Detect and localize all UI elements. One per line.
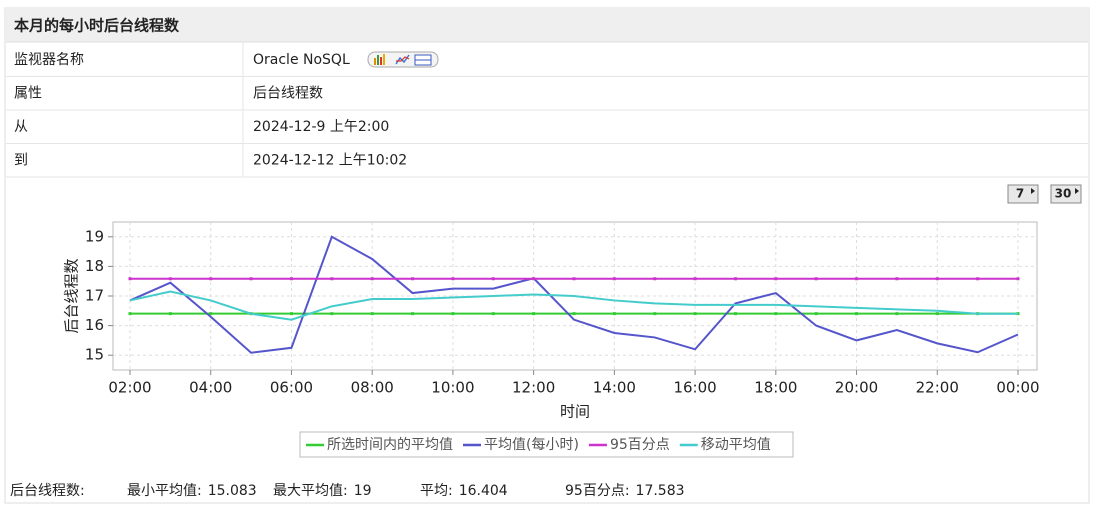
row-label: 到: [14, 153, 28, 169]
point-marker: [774, 277, 778, 281]
legend-label: 移动平均值: [701, 437, 771, 453]
point-marker: [491, 277, 495, 281]
row-value: 2024-12-12 上午10:02: [253, 153, 407, 169]
point-marker: [653, 277, 657, 281]
x-tick-label: 04:00: [189, 379, 232, 397]
legend-box: [299, 431, 794, 458]
row-label: 从: [14, 119, 28, 135]
point-marker: [370, 312, 374, 316]
point-marker: [532, 277, 536, 281]
point-marker: [612, 312, 616, 316]
point-marker: [895, 312, 899, 316]
x-tick-label: 08:00: [351, 379, 394, 397]
button-30[interactable]: [1050, 184, 1082, 204]
series-line: [129, 290, 1018, 321]
point-marker: [168, 312, 172, 316]
point-marker: [330, 312, 334, 316]
point-marker: [814, 277, 818, 281]
point-marker: [572, 312, 576, 316]
point-marker: [774, 312, 778, 316]
point-marker: [935, 277, 939, 281]
point-marker: [209, 277, 213, 281]
point-marker: [411, 277, 415, 281]
stat-label: 最大平均值:: [273, 483, 348, 499]
point-marker: [693, 312, 697, 316]
point-marker: [128, 277, 132, 281]
legend-label: 平均值(每小时): [484, 437, 579, 453]
stat-value: 15.083: [208, 483, 257, 499]
button-label[interactable]: 7: [1016, 187, 1024, 201]
point-marker: [249, 277, 253, 281]
y-axis-label: 后台线程数: [63, 258, 81, 333]
point-marker: [168, 277, 172, 281]
y-tick-label: 17: [85, 287, 104, 305]
point-marker: [733, 277, 737, 281]
x-tick-label: 14:00: [593, 379, 636, 397]
point-marker: [370, 277, 374, 281]
point-marker: [572, 277, 576, 281]
point-marker: [693, 277, 697, 281]
point-marker: [289, 312, 293, 316]
header-bar: [6, 9, 1088, 42]
button-7[interactable]: [1007, 184, 1039, 204]
point-marker: [612, 277, 616, 281]
x-tick-label: 22:00: [916, 379, 959, 397]
point-marker: [289, 277, 293, 281]
row-value: 后台线程数: [253, 86, 323, 102]
monitor-icons: [367, 51, 439, 68]
y-tick-label: 19: [85, 227, 104, 245]
x-tick-label: 06:00: [270, 379, 313, 397]
row-label: 属性: [14, 86, 42, 102]
point-marker: [814, 312, 818, 316]
point-marker: [895, 277, 899, 281]
row-label: 监视器名称: [14, 52, 84, 68]
point-marker: [411, 312, 415, 316]
point-marker: [451, 312, 455, 316]
x-tick-label: 12:00: [512, 379, 555, 397]
point-marker: [128, 312, 132, 316]
header-title: 本月的每小时后台线程数: [14, 17, 180, 35]
stat-label: 95百分点:: [565, 483, 630, 499]
stat-value: 16.404: [459, 483, 508, 499]
point-marker: [855, 312, 859, 316]
y-tick-label: 15: [85, 346, 104, 364]
legend-label: 所选时间内的平均值: [327, 437, 453, 453]
point-marker: [451, 277, 455, 281]
y-tick-label: 18: [85, 257, 104, 275]
stat-value: 17.583: [636, 483, 685, 499]
x-tick-label: 16:00: [673, 379, 716, 397]
stat-value: 19: [354, 483, 372, 499]
point-marker: [935, 312, 939, 316]
x-tick-label: 02:00: [108, 379, 151, 397]
point-marker: [532, 312, 536, 316]
range-buttons: 7 30: [1007, 184, 1082, 204]
point-marker: [491, 312, 495, 316]
x-tick-label: 20:00: [835, 379, 878, 397]
legend-label: 95百分点: [610, 437, 670, 453]
point-marker: [1016, 277, 1020, 281]
point-marker: [653, 312, 657, 316]
stat-label: 最小平均值:: [127, 483, 202, 499]
row-value: 2024-12-9 上午2:00: [253, 119, 389, 135]
x-tick-label: 00:00: [996, 379, 1039, 397]
point-marker: [330, 277, 334, 281]
x-axis-label: 时间: [560, 403, 590, 421]
x-tick-label: 10:00: [431, 379, 474, 397]
footer-label: 后台线程数:: [10, 483, 85, 499]
point-marker: [209, 312, 213, 316]
y-tick-label: 16: [85, 316, 104, 334]
point-marker: [855, 277, 859, 281]
point-marker: [733, 312, 737, 316]
x-tick-label: 18:00: [754, 379, 797, 397]
button-label[interactable]: 30: [1055, 187, 1072, 201]
stat-label: 平均:: [420, 483, 453, 499]
point-marker: [976, 277, 980, 281]
series-line: [129, 235, 1019, 354]
row-value: Oracle NoSQL: [253, 52, 350, 68]
